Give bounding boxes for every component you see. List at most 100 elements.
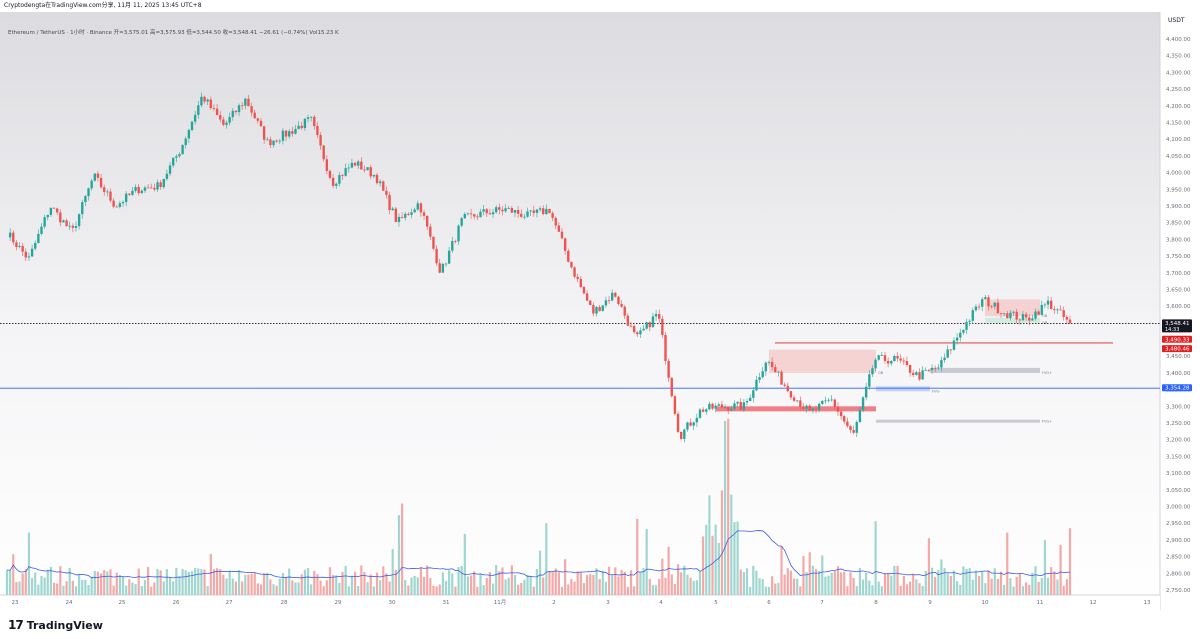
volume-bar [247,574,250,595]
volume-bar [896,565,899,595]
volume-bar [328,567,332,595]
volume-bar [927,538,930,595]
volume-bar [827,575,830,595]
chart-area[interactable]: USDT 4,400.00 4,350.00 4,300.00 4,250.00 4,20… [0,12,1200,610]
candle-body [548,208,551,214]
volume-bar [1059,544,1062,595]
volume-bar [714,524,717,595]
candle-body [830,399,833,401]
volume-bar [175,567,178,595]
volume-bar [9,570,12,595]
y-tick-label: 3,400.00 [1166,371,1191,377]
volume-bar [99,573,103,595]
volume-bar [344,566,347,595]
candle-body [335,183,338,186]
volume-bar [203,569,206,595]
volume-bar [880,586,883,595]
volume-bar [426,565,429,595]
candle-body [582,286,586,294]
volume-bar [441,572,444,595]
candle-body [219,115,222,120]
volume-bar [789,570,793,595]
volume-bar [382,566,385,595]
volume-bar [946,573,949,595]
candle-body [388,194,391,211]
candle-body [43,217,46,227]
candle-body [121,202,125,204]
candle-body [103,187,106,192]
volume-bar [529,576,532,595]
volume-bar [310,584,313,595]
volume-bar [1062,585,1065,595]
volume-bar [1043,540,1047,595]
candle-body [667,360,670,378]
order-zone [985,299,1040,317]
volume-bar [974,570,978,595]
volume-bar [962,566,965,595]
volume-bar [517,584,520,595]
volume-bar [469,575,473,595]
candle-body [927,369,931,371]
volume-bar [796,578,799,595]
candle-body [410,212,413,215]
volume-bar [1021,586,1025,595]
x-tick-label: 11 [1037,600,1044,606]
volume-bar [137,568,140,595]
candle-body [745,401,749,403]
volume-bar [451,573,454,595]
candle-body [240,105,244,107]
candle-body [554,217,557,226]
candle-body [679,431,683,439]
candle-body [209,99,213,109]
candle-body [981,299,984,307]
candle-body [1056,309,1059,311]
candle-body [1049,300,1053,310]
candle-body [692,422,695,426]
volume-bar [369,574,372,595]
candle-body [648,322,652,328]
volume-bar [937,569,940,595]
candle-body [720,404,724,408]
volume-bar [965,568,968,595]
volume-bar [479,573,482,595]
volume-bar [592,574,595,595]
candle-body [510,207,514,213]
volume-bar [865,572,868,595]
volume-bar [363,572,366,595]
volume-bar [874,521,877,595]
volume-bar [78,574,81,595]
volume-bar [37,584,40,595]
volume-bar [46,569,49,595]
volume-bar [476,586,479,595]
candle-body [99,177,103,188]
candle-body [727,407,730,411]
candle-body [723,407,727,408]
candle-body [49,207,53,215]
candle-body [821,400,824,404]
volume-bar [1015,576,1018,595]
volume-bar [71,580,74,595]
volume-bar [319,580,322,595]
candle-body [629,325,633,327]
volume-bar [1056,579,1059,595]
candle-body [736,401,739,404]
volume-bar [294,582,297,595]
price-chart[interactable]: USDT 4,400.00 4,350.00 4,300.00 4,250.00 4,20… [0,12,1200,610]
y-tick-label: 3,850.00 [1166,221,1191,227]
candle-body [469,213,473,215]
candle-body [971,310,974,321]
screenshot-credit: Cryptodengta在TradingView.com分享, ‎11月 11,… [4,2,202,9]
candle-body [748,397,752,402]
candle-body [520,213,523,217]
candle-body [106,191,109,193]
volume-bar [846,586,849,595]
candle-body [281,130,285,141]
volume-bar [1018,573,1021,595]
volume-bar [84,579,87,595]
volume-bar [717,542,720,595]
candle-body [664,334,667,361]
candle-body [1065,316,1069,320]
brand-logo[interactable]: 17 TradingView [8,618,103,632]
x-tick-label: 10 [982,600,989,606]
candle-body [877,355,880,360]
